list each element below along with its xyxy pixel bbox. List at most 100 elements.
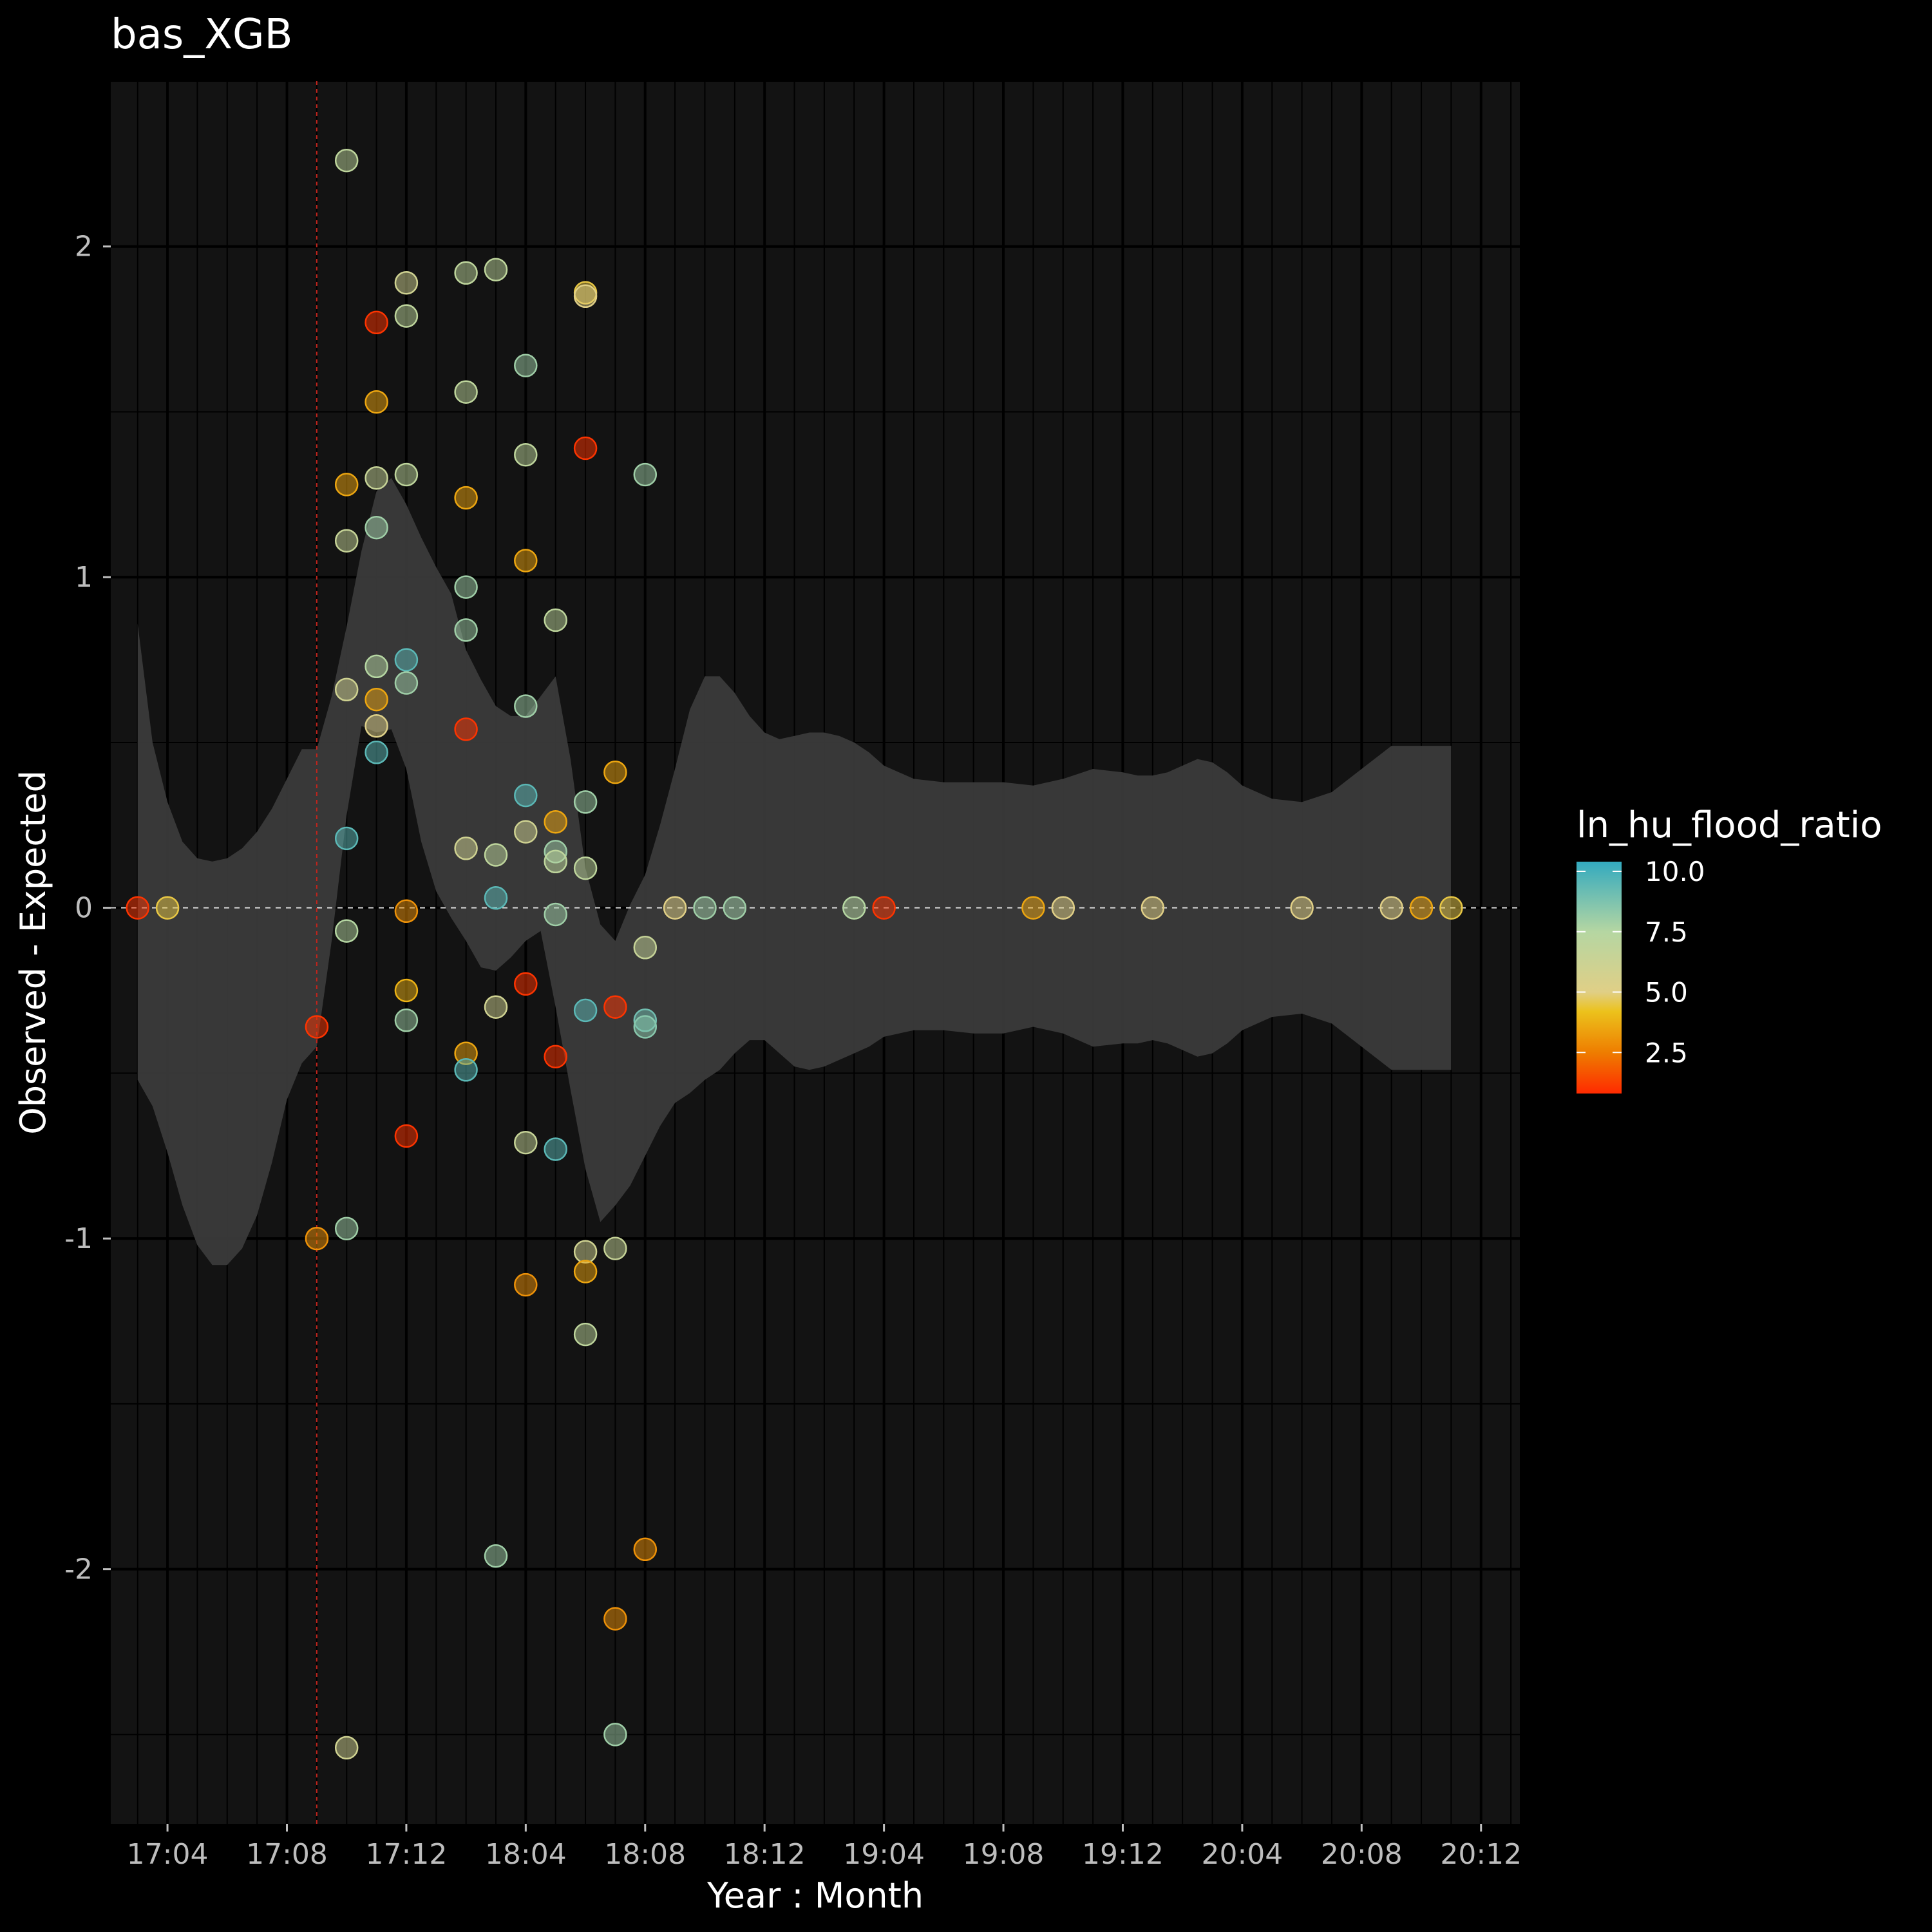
confidence-band	[137, 478, 1452, 1265]
data-point	[334, 1217, 359, 1240]
legend-colorbar	[1577, 862, 1622, 1094]
data-point	[514, 549, 538, 573]
data-point	[365, 310, 388, 335]
data-point	[334, 826, 359, 851]
x-tick-label: 20:12	[1440, 1838, 1522, 1871]
data-point	[633, 1537, 658, 1562]
data-point	[603, 1236, 627, 1260]
data-point	[544, 849, 567, 874]
data-point	[365, 515, 388, 540]
data-point	[544, 810, 567, 834]
legend-tick-label: 7.5	[1645, 916, 1688, 948]
data-point	[394, 1009, 419, 1032]
y-tick-label: 2	[75, 231, 93, 263]
data-point	[484, 995, 508, 1019]
data-point	[663, 896, 687, 920]
data-point	[394, 1124, 419, 1148]
y-axis: -2 -1 0 1 2	[64, 231, 111, 1586]
data-point	[514, 783, 538, 808]
data-point	[573, 790, 598, 814]
legend-tick-label: 10.0	[1645, 856, 1705, 887]
x-tick-label: 17:08	[246, 1838, 328, 1871]
x-tick-label: 20:08	[1321, 1838, 1403, 1871]
data-point	[842, 896, 866, 920]
x-tick-label: 20:04	[1201, 1838, 1283, 1871]
x-tick-label: 17:12	[366, 1838, 448, 1871]
data-point	[693, 896, 717, 920]
reference-lines	[111, 81, 1520, 1824]
data-point	[334, 919, 359, 943]
data-point	[334, 148, 359, 173]
y-tick-label: 0	[75, 892, 93, 925]
x-tick-label: 18:08	[604, 1838, 686, 1871]
data-point	[633, 936, 658, 960]
data-point	[573, 856, 598, 880]
data-point	[155, 896, 180, 920]
data-point	[394, 899, 419, 923]
x-tick-label: 19:12	[1082, 1838, 1164, 1871]
data-point	[126, 896, 149, 920]
x-axis: 17:04 17:08 17:12 18:04 18:08 18:12 19:04 19:08…	[127, 1824, 1522, 1871]
data-point	[394, 671, 419, 695]
y-axis-title: Observed - Expected	[13, 770, 53, 1135]
data-point	[544, 1137, 567, 1161]
data-point	[1409, 896, 1434, 920]
data-point	[514, 1273, 538, 1297]
data-point	[394, 270, 419, 295]
data-point	[544, 608, 567, 632]
data-point	[514, 972, 538, 996]
data-point	[603, 995, 627, 1019]
data-point	[1051, 896, 1075, 920]
data-point	[573, 284, 598, 308]
legend-tick-label: 2.5	[1645, 1037, 1688, 1068]
data-point	[454, 575, 478, 599]
data-point	[365, 687, 388, 712]
data-point	[544, 902, 567, 927]
data-point	[454, 717, 478, 741]
data-point	[1290, 896, 1314, 920]
x-tick-label: 19:04	[843, 1838, 925, 1871]
data-point	[603, 1607, 627, 1631]
data-point	[484, 258, 508, 281]
legend-tick-label: 5.0	[1645, 977, 1688, 1009]
color-legend: ln_hu_flood_ratio 10.0 7.5 5.0 2.5	[1577, 804, 1882, 1094]
data-point	[394, 304, 419, 328]
data-point	[573, 1240, 598, 1264]
y-tick-label: -1	[64, 1222, 93, 1255]
data-point	[603, 760, 627, 784]
data-point	[334, 473, 359, 497]
data-point	[454, 837, 478, 860]
data-point	[1021, 896, 1045, 920]
data-point	[514, 694, 538, 718]
data-point	[394, 648, 419, 672]
x-tick-label: 18:04	[485, 1838, 567, 1871]
data-point	[365, 741, 388, 764]
data-point	[603, 1723, 627, 1747]
legend-title: ln_hu_flood_ratio	[1577, 804, 1882, 846]
data-point	[454, 618, 478, 642]
data-point	[1141, 896, 1165, 920]
data-point	[1379, 896, 1403, 920]
data-point	[484, 1544, 508, 1568]
data-point	[514, 1130, 538, 1155]
data-point	[334, 1736, 359, 1760]
data-point	[573, 998, 598, 1023]
data-point	[573, 436, 598, 460]
y-tick-label: -2	[64, 1553, 93, 1586]
data-point	[1439, 896, 1463, 920]
data-point	[633, 1015, 658, 1039]
data-point	[334, 677, 359, 702]
data-point	[573, 1260, 598, 1283]
data-point	[514, 820, 538, 844]
x-axis-title: Year : Month	[706, 1875, 923, 1916]
data-point	[514, 442, 538, 467]
y-tick-label: 1	[75, 561, 93, 594]
data-point	[394, 462, 419, 487]
data-point	[484, 843, 508, 867]
data-point	[484, 886, 508, 910]
data-point	[514, 354, 538, 377]
data-point	[633, 462, 658, 487]
data-point	[723, 896, 747, 920]
